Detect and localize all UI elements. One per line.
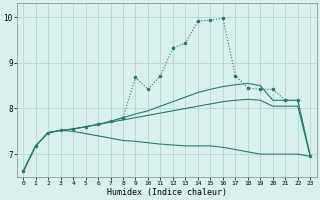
X-axis label: Humidex (Indice chaleur): Humidex (Indice chaleur) bbox=[107, 188, 227, 197]
